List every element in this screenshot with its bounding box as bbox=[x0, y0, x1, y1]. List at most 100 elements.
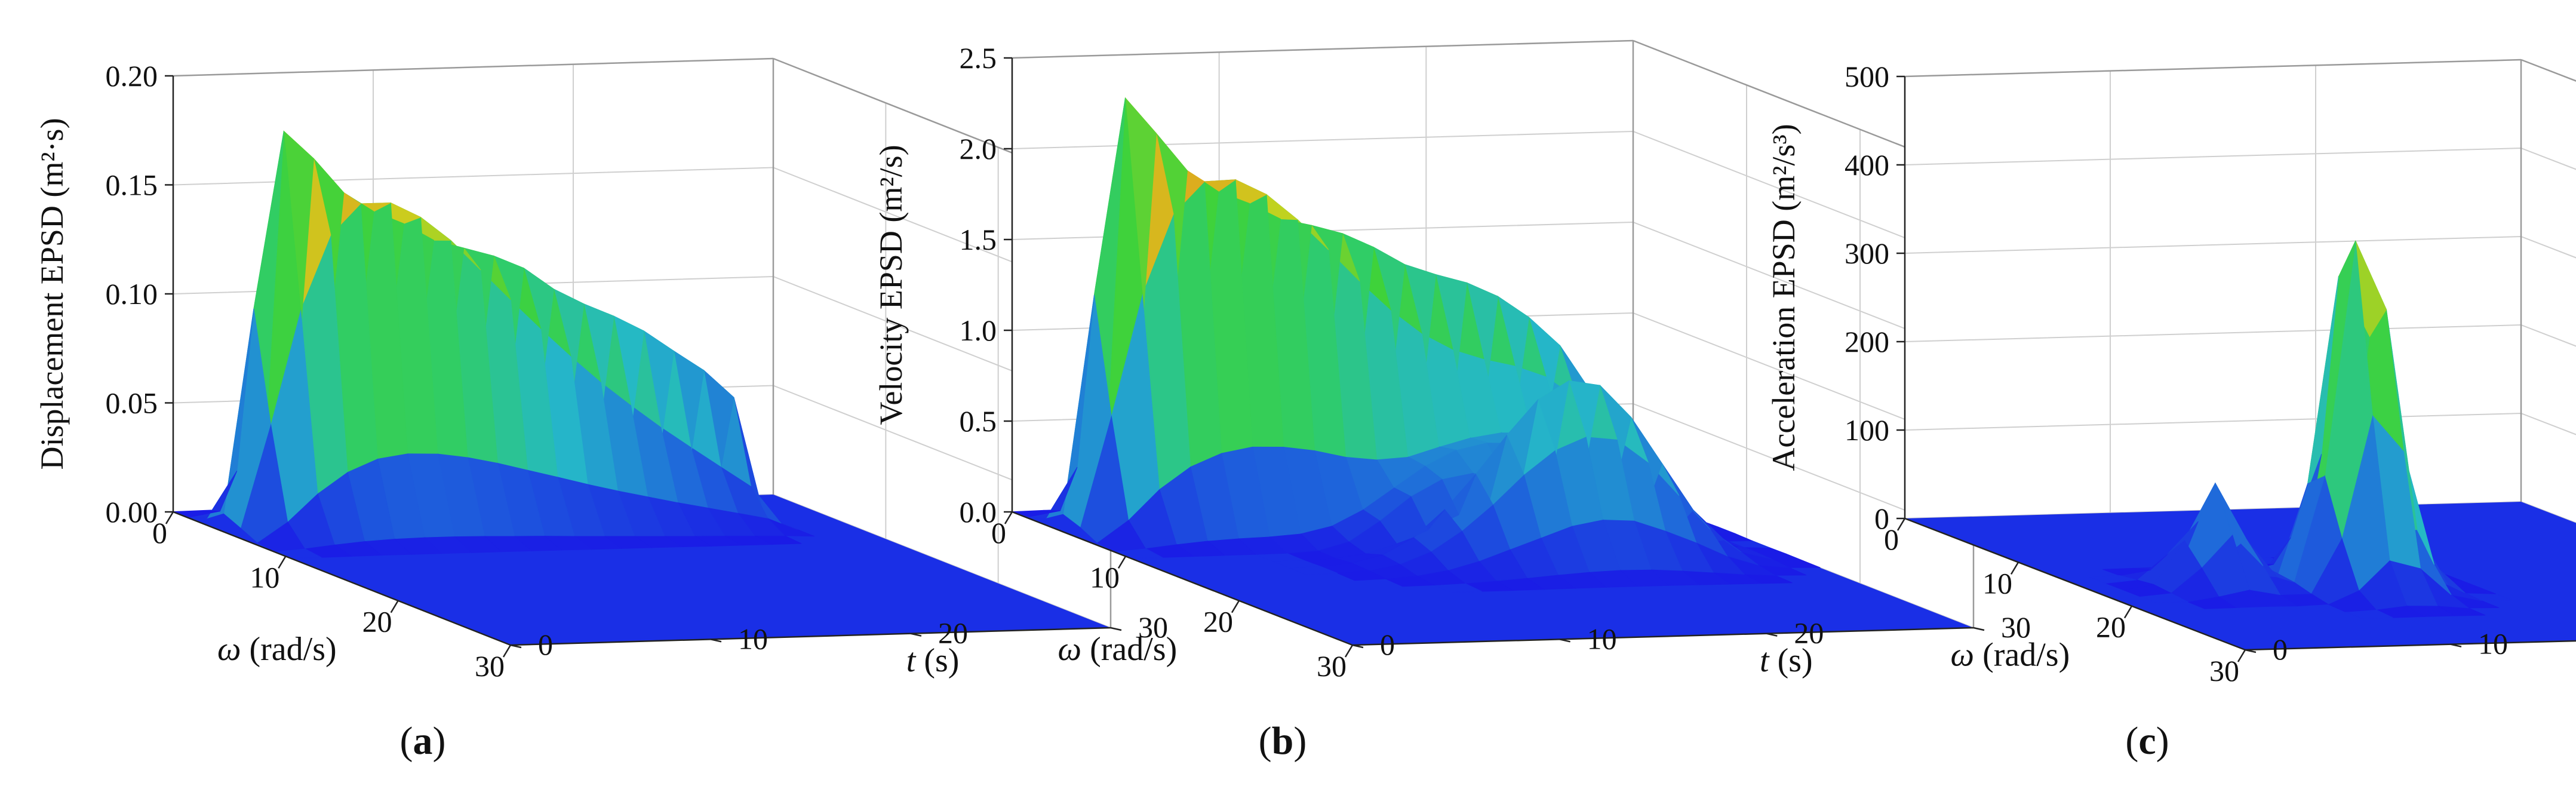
caption-open-paren: ( bbox=[400, 719, 413, 763]
caption-close-paren: ) bbox=[1293, 719, 1307, 763]
omega-symbol: ω bbox=[1951, 636, 1975, 673]
omega-symbol: ω bbox=[1058, 631, 1082, 668]
caption-letter: c bbox=[2138, 719, 2156, 763]
z-tick-label: 2.0 bbox=[960, 132, 997, 165]
surface-mesh bbox=[1012, 97, 1821, 593]
t-tick-mark bbox=[2450, 643, 2462, 647]
panel-caption: (c) bbox=[2125, 719, 2169, 763]
surface-mesh bbox=[2088, 240, 2513, 619]
z-tick-label: 0.5 bbox=[960, 404, 997, 438]
t-axis-line bbox=[1352, 627, 1974, 646]
omega-tick-mark bbox=[1231, 600, 1240, 613]
omega-tick-mark bbox=[1896, 518, 1906, 531]
t-symbol: t bbox=[1760, 642, 1770, 679]
omega-tick-label: 20 bbox=[362, 605, 392, 639]
omega-tick-label: 10 bbox=[1090, 560, 1120, 594]
omega-unit: (rad/s) bbox=[1974, 636, 2070, 673]
t-tick-label: 20 bbox=[1794, 616, 1824, 650]
wall-edge bbox=[1012, 39, 1634, 59]
t-axis-line bbox=[2245, 640, 2576, 651]
omega-tick-label: 30 bbox=[2209, 654, 2239, 687]
omega-tick-mark bbox=[2010, 561, 2019, 575]
omega-tick-mark bbox=[1117, 555, 1127, 569]
omega-tick-label: 30 bbox=[475, 649, 505, 683]
surface-cell bbox=[1012, 510, 1060, 517]
omega-tick-mark bbox=[1004, 511, 1013, 524]
panel-caption: (b) bbox=[1259, 719, 1307, 763]
z-tick-label: 1.5 bbox=[960, 223, 997, 256]
t-tick-label: 0 bbox=[2273, 633, 2288, 666]
omega-tick-label: 10 bbox=[1982, 566, 2012, 600]
panel-caption: (a) bbox=[400, 719, 446, 763]
omega-axis-label: ω (rad/s) bbox=[1951, 636, 2070, 673]
z-tick-label: 200 bbox=[1845, 325, 1889, 358]
z-tick-label: 2.5 bbox=[960, 41, 997, 75]
z-tick-label: 0 bbox=[1874, 502, 1889, 535]
omega-axis-line bbox=[173, 511, 511, 646]
wall-edge bbox=[2520, 59, 2576, 82]
omega-tick-label: 10 bbox=[250, 560, 279, 594]
omega-tick-label: 20 bbox=[2096, 610, 2126, 644]
omega-symbol: ω bbox=[217, 631, 241, 668]
omega-tick-label: 0 bbox=[152, 516, 167, 550]
caption-close-paren: ) bbox=[433, 719, 446, 763]
t-axis-label: t (s) bbox=[1760, 642, 1813, 679]
caption-open-paren: ( bbox=[2125, 719, 2138, 763]
z-axis-label: Acceleration EPSD (m²/s³) bbox=[1766, 124, 1802, 471]
t-tick-label: 30 bbox=[1138, 610, 1168, 644]
t-tick-mark bbox=[1559, 639, 1570, 643]
t-axis-label: t (s) bbox=[906, 642, 960, 679]
z-tick-label: 0.10 bbox=[106, 277, 158, 311]
omega-tick-mark bbox=[278, 555, 287, 569]
z-axis-label: Displacement EPSD (m²·s) bbox=[34, 118, 70, 469]
omega-tick-mark bbox=[390, 600, 399, 613]
z-axis-label: Velocity EPSD (m²/s) bbox=[873, 145, 909, 425]
z-tick-label: 0.00 bbox=[106, 495, 158, 529]
omega-tick-label: 30 bbox=[1317, 649, 1347, 683]
t-symbol: t bbox=[906, 642, 917, 679]
t-tick-label: 10 bbox=[1587, 622, 1617, 655]
omega-tick-mark bbox=[2237, 649, 2246, 662]
t-tick-label: 20 bbox=[938, 616, 968, 650]
t-tick-mark bbox=[1352, 644, 1364, 649]
t-tick-mark bbox=[1766, 633, 1778, 637]
t-tick-label: 30 bbox=[2001, 610, 2031, 644]
omega-axis-label: ω (rad/s) bbox=[217, 631, 337, 668]
omega-tick-label: 0 bbox=[991, 516, 1006, 550]
wall-edge bbox=[173, 57, 774, 77]
t-unit: (s) bbox=[915, 642, 959, 679]
omega-axis-line bbox=[1012, 511, 1353, 646]
t-tick-label: 10 bbox=[738, 622, 768, 655]
back-wall-left bbox=[1905, 60, 2521, 518]
surface-cell bbox=[173, 510, 220, 518]
omega-axis-line bbox=[1904, 517, 2246, 651]
omega-axis-label: ω (rad/s) bbox=[1058, 631, 1178, 668]
caption-open-paren: ( bbox=[1259, 719, 1272, 763]
t-unit: (s) bbox=[1769, 642, 1813, 679]
omega-tick-mark bbox=[165, 511, 174, 524]
z-tick-label: 0.05 bbox=[106, 386, 158, 420]
surface-mesh bbox=[173, 130, 815, 559]
t-tick-mark bbox=[1973, 627, 1985, 631]
t-tick-mark bbox=[710, 639, 722, 643]
omega-tick-mark bbox=[1344, 644, 1354, 658]
caption-letter: b bbox=[1272, 719, 1294, 763]
t-tick-label: 10 bbox=[2478, 627, 2508, 661]
omega-unit: (rad/s) bbox=[241, 631, 336, 668]
surface-cell bbox=[2088, 575, 2137, 584]
caption-letter: a bbox=[413, 719, 433, 763]
t-tick-mark bbox=[2245, 649, 2257, 653]
t-tick-mark bbox=[1110, 627, 1122, 631]
z-tick-label: 400 bbox=[1845, 148, 1889, 182]
z-tick-label: 0.0 bbox=[960, 495, 997, 529]
omega-unit: (rad/s) bbox=[1081, 631, 1177, 668]
z-tick-label: 0.15 bbox=[106, 168, 158, 202]
omega-tick-label: 20 bbox=[1203, 605, 1233, 639]
z-tick-label: 300 bbox=[1845, 237, 1889, 270]
t-tick-mark bbox=[910, 633, 922, 637]
z-tick-label: 500 bbox=[1845, 60, 1889, 93]
wall-edge bbox=[1904, 59, 2522, 78]
